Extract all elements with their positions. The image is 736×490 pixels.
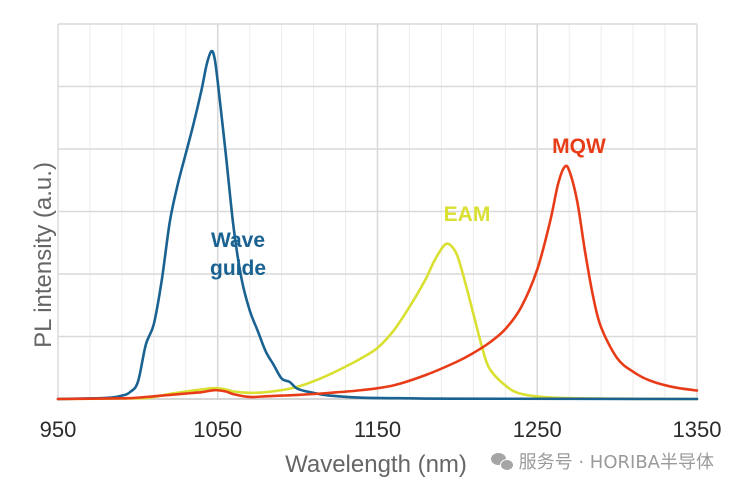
x-tick-label: 1050 — [193, 417, 242, 442]
series-label-waveguide-line2: guide — [210, 257, 266, 280]
x-tick-label: 1250 — [513, 417, 562, 442]
series-line-eam — [56, 242, 699, 401]
series-label-waveguide-line1: Wave — [211, 229, 265, 252]
x-tick-label: 950 — [40, 417, 77, 442]
x-tick-label: 1350 — [673, 417, 722, 442]
series-label-eam: EAM — [444, 203, 491, 226]
x-tick-label: 1150 — [354, 417, 401, 442]
x-tick-labels: 950 1050 1150 1250 1350 — [40, 417, 722, 442]
x-axis-label: Wavelength (nm) — [285, 451, 467, 478]
series-layer — [56, 49, 699, 401]
grid — [57, 23, 698, 400]
y-axis-label: PL intensity (a.u.) — [30, 162, 57, 348]
wechat-icon — [490, 452, 514, 471]
series-label-mqw: MQW — [552, 135, 606, 158]
series-line-mqw — [56, 164, 699, 401]
watermark-text: 服务号 · HORIBA半导体 — [518, 452, 714, 473]
watermark: 服务号 · HORIBA半导体 — [490, 448, 714, 474]
